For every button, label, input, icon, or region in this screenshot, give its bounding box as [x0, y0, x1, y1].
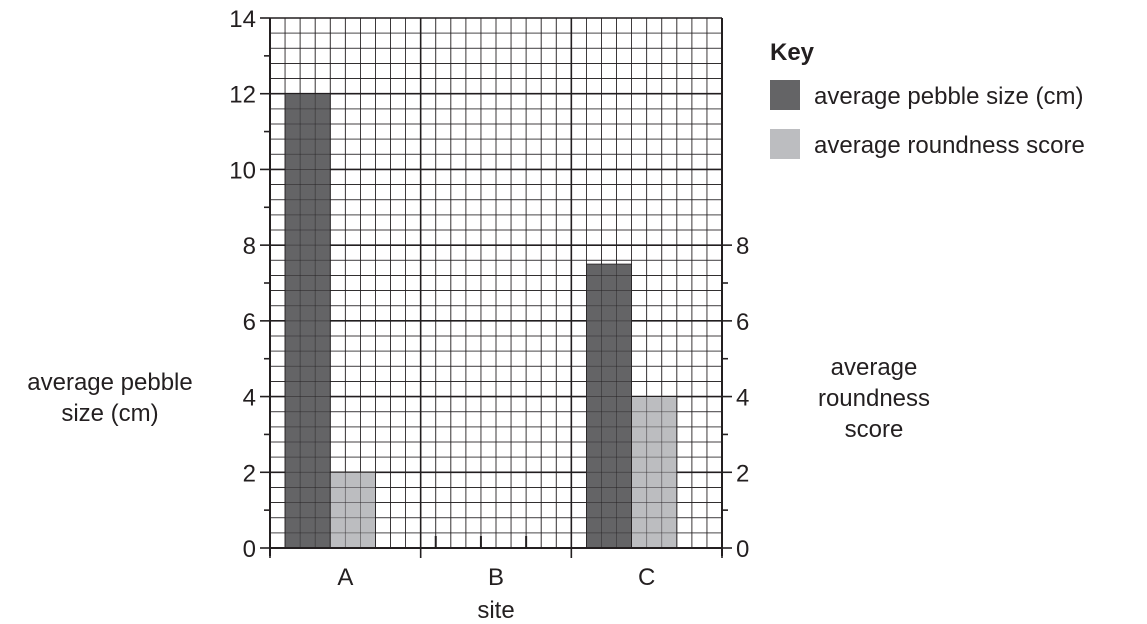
left-tick-label: 12 — [229, 82, 256, 109]
left-tick-label: 10 — [229, 157, 256, 184]
left-axis-title: average pebble — [27, 369, 192, 396]
legend-label-0: average pebble size (cm) — [814, 83, 1083, 110]
category-label-B: B — [488, 564, 504, 591]
pebble-size-bar-C — [586, 263, 633, 549]
left-tick-label: 0 — [243, 536, 256, 563]
left-axis-title: size (cm) — [61, 400, 158, 427]
left-tick-label: 2 — [243, 460, 256, 487]
right-tick-label: 8 — [736, 233, 749, 260]
right-axis-title: roundness — [818, 385, 930, 412]
roundness-bar-A — [329, 471, 376, 549]
category-label-C: C — [638, 564, 655, 591]
left-tick-label: 14 — [229, 6, 256, 33]
right-tick-label: 6 — [736, 309, 749, 336]
right-tick-label: 4 — [736, 385, 749, 412]
legend-swatch-1 — [770, 129, 800, 159]
left-tick-label: 6 — [243, 309, 256, 336]
axes — [260, 17, 732, 558]
left-tick-label: 4 — [243, 385, 256, 412]
x-axis-title: site — [477, 597, 514, 624]
category-label-A: A — [337, 564, 353, 591]
bars — [269, 17, 723, 549]
legend: Key average pebble size (cm) average round… — [770, 39, 1085, 159]
right-tick-label: 0 — [736, 536, 749, 563]
legend-swatch-0 — [770, 80, 800, 110]
legend-title: Key — [770, 39, 815, 66]
left-tick-label: 8 — [243, 233, 256, 260]
right-axis-title: score — [845, 416, 904, 443]
right-tick-label: 2 — [736, 460, 749, 487]
legend-label-1: average roundness score — [814, 132, 1085, 159]
right-axis-title: average — [831, 354, 918, 381]
